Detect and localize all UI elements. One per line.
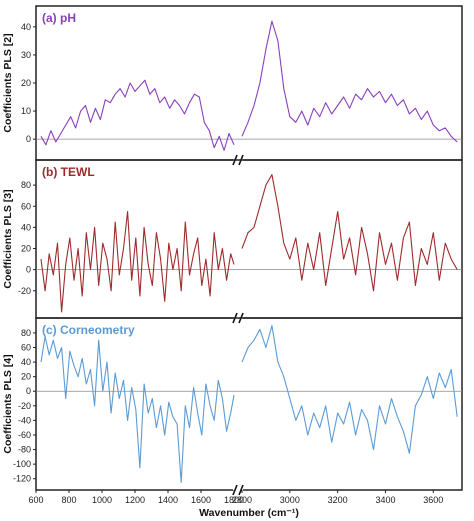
x-tick-label: 1400: [158, 495, 178, 505]
axis-break-mask: [233, 485, 243, 495]
axis-break-mark: [232, 484, 244, 496]
y-tick-label: 80: [21, 180, 31, 190]
x-tick-label: 1200: [125, 495, 145, 505]
axis-break-slash: [232, 484, 238, 496]
panel-title: (a) pH: [42, 11, 76, 25]
x-tick-label: 3400: [375, 495, 395, 505]
y-tick-label: 40: [21, 22, 31, 32]
y-tick-label: -20: [18, 401, 31, 411]
series-line-2: [241, 174, 458, 292]
axis-break-slash: [238, 484, 244, 496]
panel-title: (c) Corneometry: [42, 323, 135, 337]
y-tick-label: 40: [21, 357, 31, 367]
x-tick-label: 3200: [328, 495, 348, 505]
x-tick-label: 2800: [232, 495, 252, 505]
panel-frame: [35, 5, 463, 161]
x-tick-label: 1600: [191, 495, 211, 505]
panel-title: (b) TEWL: [42, 165, 95, 179]
y-tick-label: -60: [18, 430, 31, 440]
y-tick-label: 60: [21, 343, 31, 353]
y-tick-label: 20: [21, 244, 31, 254]
y-tick-label: -80: [18, 445, 31, 455]
x-tick-label: 1800: [224, 495, 244, 505]
panel-1: 0 10 20 30 40 Coefficients PLS [2] (a) pH: [2, 5, 463, 166]
y-axis-label: Coefficients PLS [2]: [2, 33, 14, 132]
y-tick-label: 20: [21, 78, 31, 88]
y-tick-label: -120: [13, 474, 31, 484]
y-tick-label: 60: [21, 201, 31, 211]
x-axis-label: Wavenumber (cm⁻¹): [199, 507, 299, 519]
panel-3: -120 -100 -80 -60 -40 -20 0 20 40 60 80 Coefficient…: [2, 317, 463, 496]
y-tick-label: -40: [18, 415, 31, 425]
x-tick-label: 800: [61, 495, 76, 505]
panel-frame: [35, 159, 463, 319]
y-tick-label: 30: [21, 50, 31, 60]
y-axis-label: Coefficients PLS [4]: [2, 354, 14, 453]
series-line-1: [40, 210, 235, 313]
y-tick-label: 20: [21, 372, 31, 382]
series-line-1: [40, 79, 235, 151]
y-tick-label: 0: [26, 386, 31, 396]
series-line-2: [241, 20, 458, 143]
y-tick-label: 0: [26, 134, 31, 144]
chart-panels: 0 10 20 30 40 Coefficients PLS [2] (a) pH -20 0 2…: [2, 5, 463, 496]
y-axis-label: Coefficients PLS [3]: [2, 189, 14, 288]
y-tick-label: 0: [26, 265, 31, 275]
panel-frame: [35, 317, 463, 491]
y-tick-label: 40: [21, 222, 31, 232]
panel-2: -20 0 20 40 60 80 Coefficients PLS [3] (b) TEWL: [2, 159, 463, 324]
series-line-1: [40, 336, 235, 483]
x-tick-label: 3600: [423, 495, 443, 505]
series-line-2: [241, 325, 458, 454]
x-tick-label: 1000: [92, 495, 112, 505]
x-tick-label: 3000: [280, 495, 300, 505]
y-tick-label: -100: [13, 459, 31, 469]
y-tick-label: -20: [18, 286, 31, 296]
x-tick-label: 600: [28, 495, 43, 505]
y-tick-label: 10: [21, 106, 31, 116]
y-tick-label: 80: [21, 328, 31, 338]
